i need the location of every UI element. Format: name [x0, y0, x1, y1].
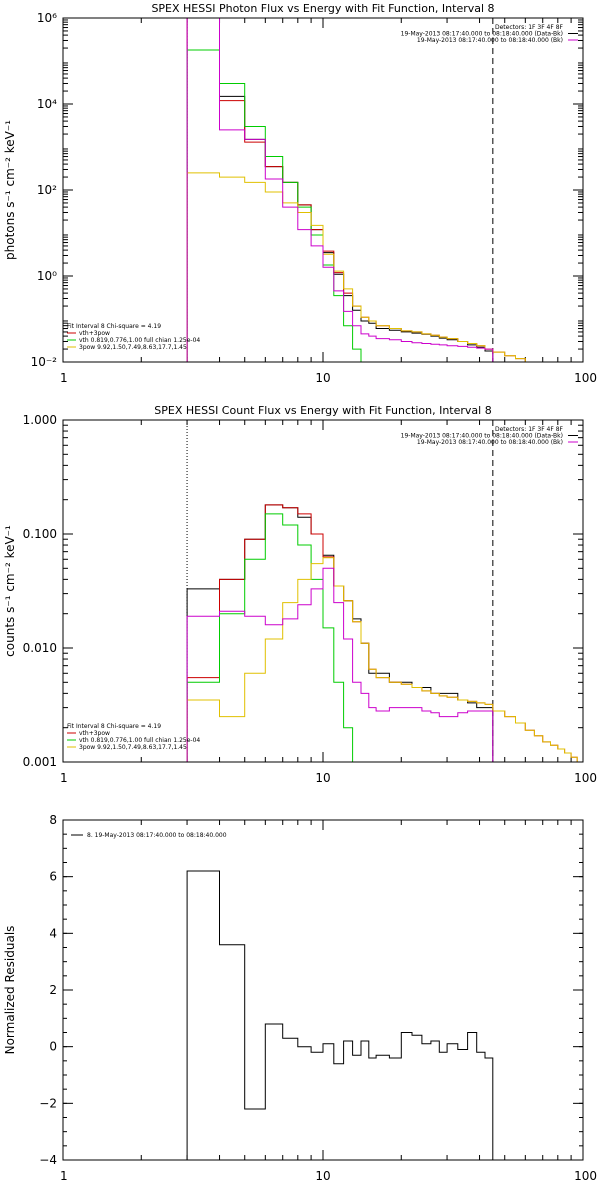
y-tick-label: 10² [37, 183, 57, 197]
legend-bottomleft-entry: vth+3pow [79, 730, 110, 737]
legend-topright-entry: 19-May-2013 08:17:40.000 to 08:18:40.000… [417, 37, 563, 44]
x-tick-label: 1 [60, 1169, 68, 1183]
legend-topright-entry: Detectors: 1F 3F 4F 8F [495, 24, 564, 31]
y-tick-label: 6 [49, 870, 57, 884]
series-8-19-may-2013-08-17-40-000-to-08-18-40-000 [186, 870, 494, 1160]
legend-bottomleft-entry: 3pow 9.92,1.50,7.49,8.63,17.7,1.45 [79, 344, 187, 351]
plot-area [186, 504, 583, 762]
x-tick-label: 1 [60, 371, 68, 385]
x-tick-label: 10 [315, 1169, 330, 1183]
plot-frame [62, 819, 584, 1161]
plot-area [186, 870, 494, 1160]
series-3pow [186, 557, 583, 762]
chart-panel-1: SPEX HESSI Photon Flux vs Energy with Fi… [3, 2, 597, 385]
legend-bottomleft-entry: vth 0.819,0.776,1.00 full chian 1.25e-04 [79, 737, 200, 744]
y-tick-label: 0.100 [23, 527, 57, 541]
x-tick-label: 10 [315, 371, 330, 385]
y-tick-label: 4 [49, 926, 57, 940]
y-tick-label: 2 [49, 983, 57, 997]
y-tick-label: 10⁴ [37, 97, 57, 111]
x-tick-label: 100 [574, 1169, 597, 1183]
series-data-bk [186, 504, 494, 762]
legend-topright-entry: Detectors: 1F 3F 4F 8F [495, 426, 564, 433]
plot-frame [62, 419, 584, 763]
legend-entry: 8. 19-May-2013 08:17:40.000 to 08:18:40.… [87, 832, 227, 839]
y-tick-label: −4 [39, 1153, 57, 1167]
legend-bottomleft-entry: vth 0.819,0.776,1.00 full chian 1.25e-04 [79, 337, 200, 344]
y-axis-label: Normalized Residuals [3, 926, 17, 1055]
y-tick-label: 10⁰ [37, 269, 57, 283]
series-vth [186, 513, 361, 762]
legend-topright-entry: 19-May-2013 08:17:40.000 to 08:18:40.000… [401, 31, 563, 38]
y-tick-label: 1.000 [23, 413, 57, 427]
legend-bottomleft-entry: vth+3pow [79, 330, 110, 337]
y-tick-label: 0.001 [23, 755, 57, 769]
series-data-bk [186, 18, 494, 362]
legend-topright-entry: 19-May-2013 08:17:40.000 to 08:18:40.000… [417, 439, 563, 446]
chart-title: SPEX HESSI Count Flux vs Energy with Fit… [154, 404, 491, 417]
legend-bottomleft-entry: Fit Interval 8 Chi-square = 4.19 [67, 723, 161, 730]
y-tick-label: −2 [39, 1096, 57, 1110]
chart-panel-2: SPEX HESSI Count Flux vs Energy with Fit… [3, 404, 597, 785]
y-tick-label: 0.010 [23, 641, 57, 655]
legend-bottomleft-entry: Fit Interval 8 Chi-square = 4.19 [67, 323, 161, 330]
plot-frame [62, 17, 584, 363]
plot-area [186, 18, 543, 362]
y-axis-label: photons s⁻¹ cm⁻² keV⁻¹ [3, 120, 17, 260]
series-vth [186, 49, 369, 362]
series-bk [186, 18, 494, 362]
x-tick-label: 100 [574, 771, 597, 785]
series-vth-3pow [186, 18, 543, 362]
legend-bottomleft-entry: 3pow 9.92,1.50,7.49,8.63,17.7,1.45 [79, 744, 187, 751]
y-tick-label: 8 [49, 813, 57, 827]
x-tick-label: 10 [315, 771, 330, 785]
legend-topright-entry: 19-May-2013 08:17:40.000 to 08:18:40.000… [401, 433, 563, 440]
y-tick-label: 0 [49, 1040, 57, 1054]
chart-title: SPEX HESSI Photon Flux vs Energy with Fi… [151, 2, 494, 15]
x-tick-label: 1 [60, 771, 68, 785]
y-tick-label: 10⁻² [31, 355, 58, 369]
chart-panel-3: Normalized Residuals 1 10 100 −4 −2 0 2 4 6 8 8. 19… [3, 813, 597, 1183]
y-axis-label: counts s⁻¹ cm⁻² keV⁻¹ [3, 525, 17, 657]
x-tick-label: 100 [574, 371, 597, 385]
y-tick-label: 10⁶ [37, 11, 57, 25]
series-bk [186, 567, 494, 762]
